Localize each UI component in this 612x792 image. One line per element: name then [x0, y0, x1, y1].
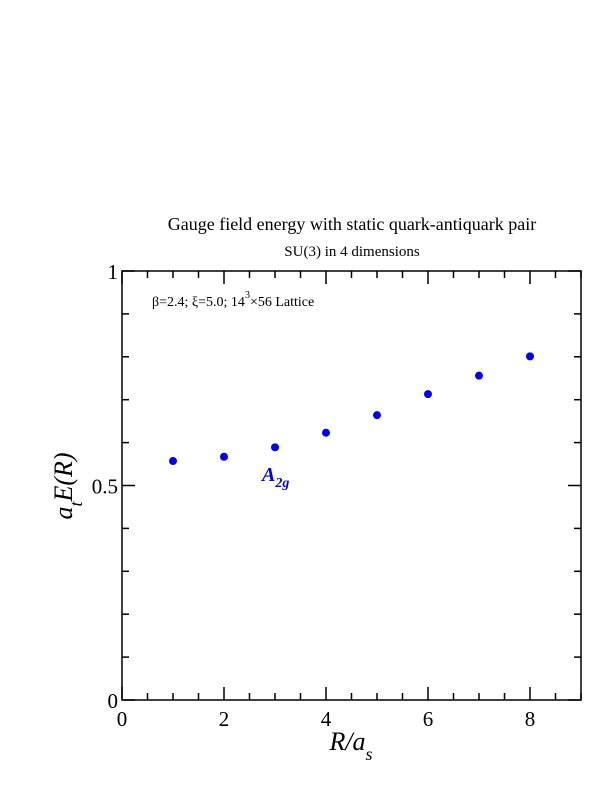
y-tick-label: 1	[108, 260, 119, 284]
x-tick-label: 4	[321, 707, 332, 731]
y-axis-label: atE(R)	[49, 452, 86, 519]
chart-title: Gauge field energy with static quark-ant…	[168, 214, 537, 234]
data-point	[526, 352, 534, 361]
y-tick-label: 0	[108, 689, 119, 713]
data-point	[271, 443, 279, 452]
data-point	[220, 452, 228, 461]
x-tick-label: 8	[525, 707, 536, 731]
x-tick-label: 6	[423, 707, 434, 731]
data-point	[322, 428, 330, 437]
x-tick-label: 0	[117, 707, 128, 731]
lattice-annotation: β=2.4; ξ=5.0; 143×56 Lattice	[152, 290, 314, 310]
axis-ticks	[121, 270, 582, 701]
data-series-a2g	[169, 352, 534, 466]
data-point	[373, 411, 381, 420]
tick-labels: 0 2 4 6 8 0 0.5 1	[92, 260, 536, 731]
y-tick-label: 0.5	[92, 475, 118, 499]
plot-frame	[121, 270, 582, 701]
data-point	[475, 371, 483, 380]
data-point	[424, 390, 432, 399]
x-tick-label: 2	[219, 707, 230, 731]
x-axis-label: R/as	[328, 727, 372, 764]
data-point	[169, 457, 177, 466]
chart-subtitle: SU(3) in 4 dimensions	[284, 244, 420, 260]
series-label-a2g: A2g	[260, 464, 289, 491]
